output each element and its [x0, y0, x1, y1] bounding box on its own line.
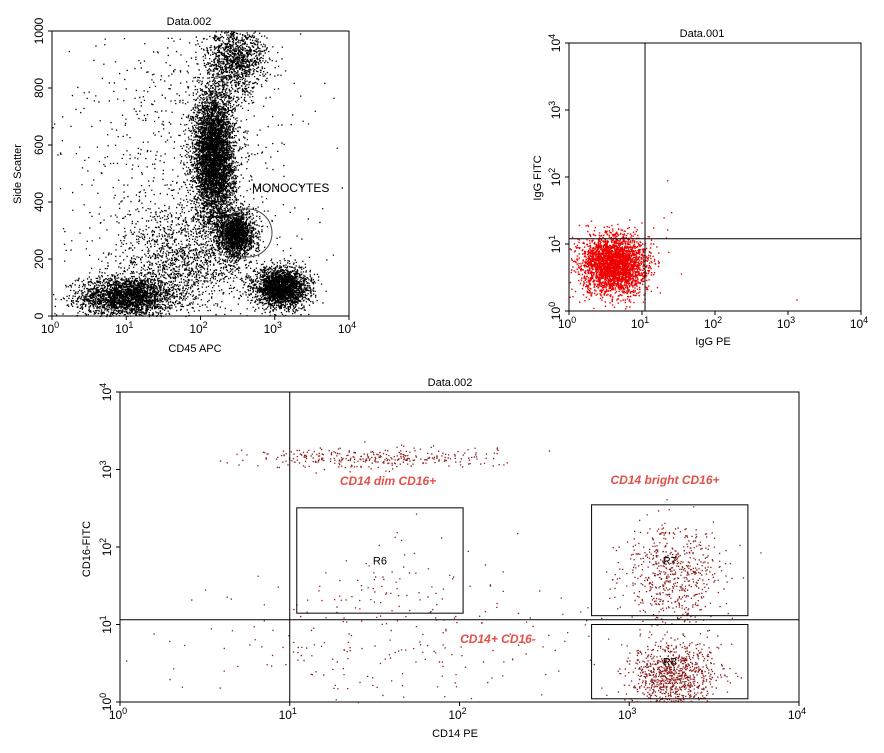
- x-tick-label: 103: [618, 706, 636, 722]
- x-tick-label: 104: [850, 315, 868, 331]
- plot-frame: [119, 391, 800, 703]
- chart-title: Data.001: [680, 28, 725, 40]
- y-axis-label: IgG FITC: [532, 155, 544, 200]
- region-r8: [591, 624, 749, 700]
- axis-ticks: 100 101 102 103 104 0 200 400 600 800 1000: [32, 17, 356, 336]
- y-tick-label: 104: [547, 34, 563, 52]
- y-tick-label: 102: [98, 538, 114, 556]
- data-points: [52, 31, 343, 318]
- x-tick-label: 100: [109, 706, 127, 722]
- x-tick-label: 101: [279, 706, 297, 722]
- x-tick-label: 100: [41, 320, 59, 336]
- x-axis-label: CD14 PE: [432, 728, 478, 740]
- gating-regions: R6 R7 R8: [296, 504, 749, 700]
- y-tick-label: 100: [98, 693, 114, 711]
- data-points: [569, 180, 798, 312]
- x-tick-label: 103: [264, 320, 282, 336]
- y-tick-label: 103: [547, 101, 563, 119]
- y-tick-label: 200: [32, 249, 46, 269]
- annotation-cd14-dim-cd16pos: CD14 dim CD16+: [340, 474, 436, 488]
- x-axis-label: CD45 APC: [168, 343, 221, 355]
- x-tick-label: 102: [704, 315, 722, 331]
- x-tick-label: 101: [115, 320, 133, 336]
- annotation-monocytes: MONOCYTES: [252, 181, 329, 195]
- y-tick-label: 800: [32, 78, 46, 98]
- x-tick-label: 104: [788, 706, 806, 722]
- chart-title: Data.002: [428, 377, 473, 389]
- region-label: R8: [663, 657, 677, 669]
- region-label: R6: [373, 556, 387, 568]
- axis-ticks: 100 101 102 103 104 100 101 102 103 104: [547, 34, 868, 331]
- y-tick-label: 400: [32, 192, 46, 212]
- y-tick-label: 101: [98, 615, 114, 633]
- region-r6: [296, 507, 464, 614]
- y-tick-label: 104: [98, 383, 114, 401]
- axis-ticks: 100 101 102 103 104 100 101 102 103 104: [98, 383, 806, 722]
- y-tick-label: 103: [98, 460, 114, 478]
- chart-title: Data.002: [167, 16, 212, 28]
- monocyte-gate: [223, 208, 273, 258]
- region-r7: [591, 504, 749, 617]
- annotation-cd14pos-cd16neg: CD14+ CD16-: [460, 632, 536, 646]
- annotation-cd14-bright-cd16pos: CD14 bright CD16+: [610, 473, 719, 487]
- region-label: R7: [663, 555, 677, 567]
- x-tick-label: 100: [558, 315, 576, 331]
- y-axis-label: Side Scatter: [12, 144, 24, 204]
- y-axis-label: CD16-FITC: [81, 521, 93, 577]
- y-tick-label: 101: [547, 235, 563, 253]
- x-tick-label: 102: [448, 706, 466, 722]
- x-tick-label: 104: [338, 320, 356, 336]
- y-tick-label: 100: [547, 302, 563, 320]
- y-tick-label: 0: [32, 312, 46, 319]
- x-tick-label: 103: [777, 315, 795, 331]
- panel-cd45-side-scatter: MONOCYTES Data.002 CD45 APC Side Scatter…: [12, 16, 356, 355]
- y-tick-label: 600: [32, 135, 46, 155]
- x-axis-label: IgG PE: [695, 336, 730, 348]
- scatter-points: [569, 180, 798, 312]
- x-tick-label: 101: [631, 315, 649, 331]
- y-tick-label: 102: [547, 168, 563, 186]
- panel-igg-control: Data.001 IgG PE IgG FITC 100 101 102 103 104…: [532, 28, 868, 348]
- y-tick-label: 1000: [32, 17, 46, 44]
- x-tick-label: 102: [189, 320, 207, 336]
- scatter-points: [52, 31, 343, 318]
